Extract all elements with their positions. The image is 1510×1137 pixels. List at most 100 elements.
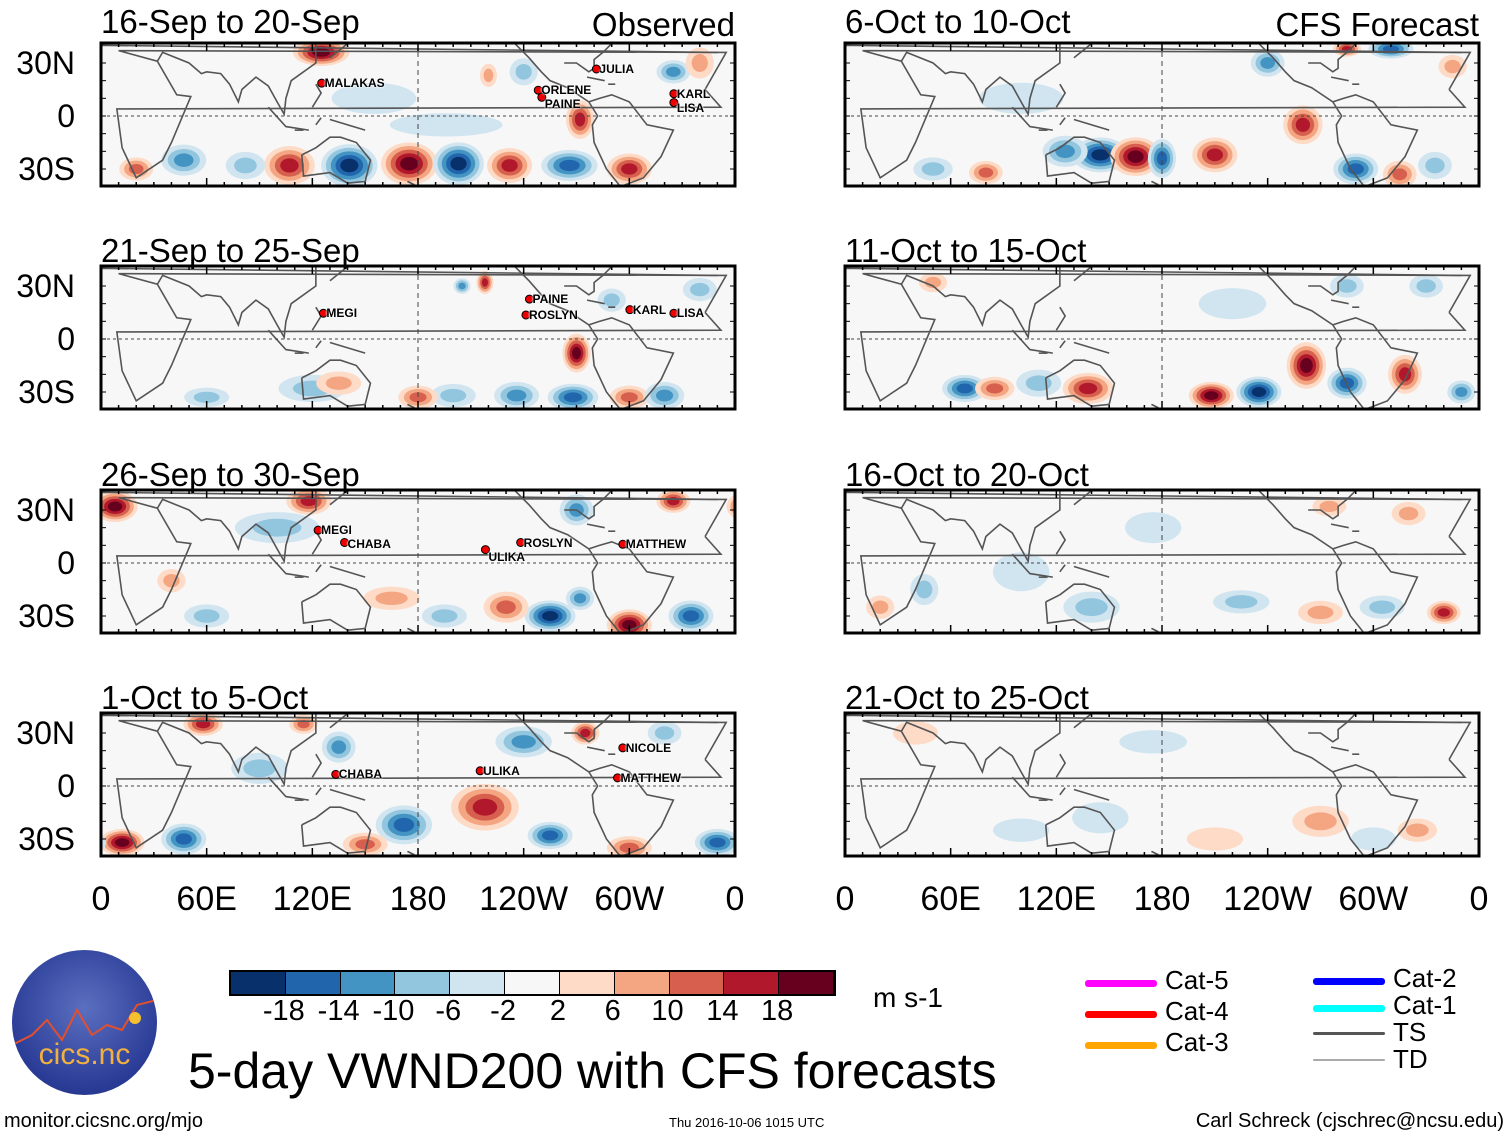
anomaly-contour <box>1225 595 1258 609</box>
colorbar-swatch <box>395 972 451 994</box>
anomaly-contour <box>737 831 774 854</box>
map-panel <box>99 264 737 411</box>
storm-label: JULIA <box>599 62 635 76</box>
storm-label: MEGI <box>326 306 358 321</box>
colorbar-swatch <box>559 972 615 994</box>
legend-label: Cat-3 <box>1165 1027 1229 1057</box>
map-panel <box>99 41 840 188</box>
lat-label: 30N <box>16 492 75 528</box>
anomaly-contour <box>389 113 503 137</box>
legend-line-cat-5 <box>1085 980 1157 987</box>
panel-title: 11-Oct to 15-Oct <box>845 232 1087 269</box>
colorbar-label: -2 <box>490 995 516 1027</box>
lat-label: 30S <box>18 821 75 857</box>
colorbar-label: 6 <box>604 995 621 1027</box>
panel-title: 16-Oct to 20-Oct <box>845 456 1089 493</box>
anomaly-contour <box>682 610 700 622</box>
anomaly-contour <box>690 282 710 297</box>
anomaly-contour <box>619 842 640 853</box>
anomaly-contour <box>621 163 638 175</box>
anomaly-contour <box>916 580 933 599</box>
anomaly-contour <box>872 600 889 614</box>
colorbar-swatch <box>450 972 506 994</box>
colorbar-swatch <box>285 972 341 994</box>
anomaly-contour <box>1295 117 1311 132</box>
colorbar-swatch <box>340 972 396 994</box>
anomaly-contour <box>775 274 809 297</box>
footer-author: Carl Schreck (cjschrec@ncsu.edu) <box>1195 1110 1504 1132</box>
anomaly-contour <box>375 591 408 606</box>
legend-line-cat-4 <box>1085 1011 1157 1018</box>
anomaly-contour <box>1119 730 1188 754</box>
anomaly-contour <box>1075 598 1108 617</box>
storm-label: PAINE <box>532 292 569 307</box>
anomaly-contour <box>458 282 466 290</box>
storm-symbol <box>533 85 543 95</box>
footer-url[interactable]: monitor.cicsnc.org/mjo <box>4 1110 203 1132</box>
anomaly-contour <box>1337 279 1357 293</box>
anomaly-contour <box>805 830 831 848</box>
column-title: Observed <box>591 6 735 43</box>
anomaly-contour <box>1198 288 1267 320</box>
anomaly-contour <box>331 82 417 114</box>
anomaly-contour <box>571 346 582 360</box>
lon-label: 120W <box>1223 880 1313 918</box>
anomaly-contour <box>1307 605 1334 620</box>
anomaly-contour <box>580 728 591 738</box>
anomaly-contour <box>666 66 681 77</box>
panel-title: 21-Sep to 25-Sep <box>101 232 360 269</box>
lon-label: 60W <box>594 880 665 918</box>
storm-symbol <box>625 305 635 315</box>
anomaly-contour <box>481 278 488 287</box>
storm-symbol <box>331 769 341 779</box>
coastlines <box>845 43 1472 186</box>
anomaly-contour <box>1304 812 1337 831</box>
anomaly-contour <box>1369 600 1396 614</box>
anomaly-contour <box>817 384 837 401</box>
anomaly-contour <box>1300 358 1313 373</box>
anomaly-contour <box>772 823 795 836</box>
colorbar-units: m s-1 <box>873 982 943 1013</box>
storm-symbol <box>613 773 623 783</box>
storm-label: MALAKAS <box>324 76 385 91</box>
anomaly-contour <box>741 834 771 852</box>
storm-symbol <box>516 538 526 547</box>
colorbar-label: 10 <box>651 995 684 1027</box>
panel-title: 26-Sep to 30-Sep <box>101 456 360 493</box>
legend-line-cat-2 <box>1313 978 1385 985</box>
anomaly-contour <box>1091 149 1110 161</box>
anomaly-contour <box>978 167 994 178</box>
anomaly-contour <box>75 838 91 848</box>
anomaly-contour <box>1398 506 1419 521</box>
anomaly-contour <box>511 735 536 749</box>
anomaly-contour <box>1398 367 1412 382</box>
storm-label: ULIKA <box>488 549 526 564</box>
anomaly-contour <box>331 740 347 754</box>
anomaly-contour <box>1382 45 1400 53</box>
storm-label: ROSLYN <box>528 307 578 322</box>
lat-label: 0 <box>57 545 75 581</box>
column-title: CFS Forecast <box>1275 6 1479 43</box>
anomaly-contour <box>758 359 785 390</box>
anomaly-contour <box>193 391 220 403</box>
map-panel <box>99 488 737 635</box>
anomaly-contour <box>791 158 810 174</box>
colorbar-label: 18 <box>761 995 794 1027</box>
anomaly-contour <box>749 838 763 847</box>
colorbar-label: -10 <box>372 995 415 1027</box>
anomaly-contour <box>1125 512 1182 544</box>
anomaly-contour <box>744 43 770 54</box>
anomaly-contour <box>800 827 836 851</box>
coastlines <box>101 43 728 186</box>
anomaly-contour <box>340 158 359 173</box>
anomaly-contour <box>761 363 780 385</box>
anomaly-contour <box>795 145 840 176</box>
anomaly-contour <box>804 55 832 78</box>
storm-symbol <box>591 64 601 74</box>
storm-symbol <box>669 308 679 318</box>
storm-symbol <box>618 539 628 549</box>
anomaly-contour <box>234 157 257 174</box>
map-panel <box>843 488 1481 635</box>
lat-label: 0 <box>57 98 75 134</box>
anomaly-contour <box>654 726 675 740</box>
